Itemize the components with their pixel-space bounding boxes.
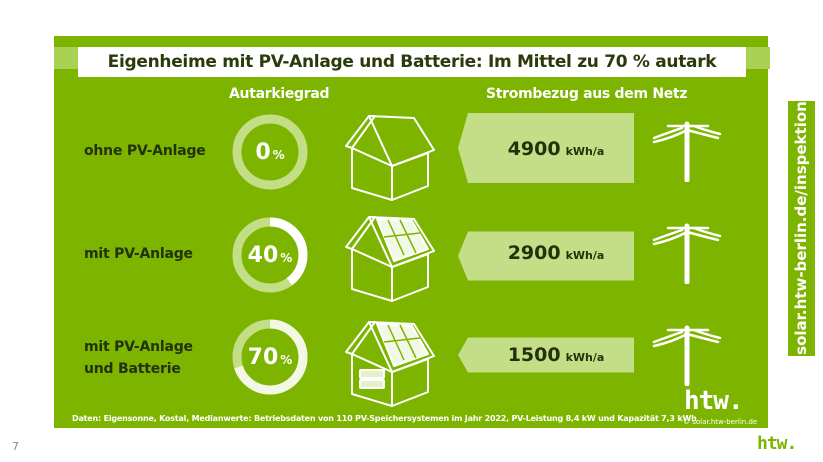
- power-pole-icon: [652, 223, 722, 284]
- row-label-pv: mit PV-Anlage: [84, 246, 193, 262]
- ribbon-fold-right: [746, 47, 770, 69]
- house-icon: [342, 108, 436, 202]
- power-pole-icon: [652, 325, 722, 386]
- title-ribbon: Eigenheime mit PV-Anlage und Batterie: I…: [78, 47, 746, 77]
- autarky-ring-40: 40%: [232, 217, 308, 293]
- data-source-footnote: Daten: Eigensonne, Kostal, Medianwerte: …: [72, 414, 697, 423]
- side-url-bar: [788, 101, 815, 356]
- row-label-no-pv: ohne PV-Anlage: [84, 143, 206, 159]
- ribbon-fold-left: [54, 47, 78, 69]
- header-autarky: Autarkiegrad: [229, 86, 330, 102]
- house-solar-icon: [342, 209, 436, 303]
- side-url[interactable]: solar.htw-berlin.de/inspektion: [792, 101, 810, 355]
- copyright: © solar.htw-berlin.de: [683, 418, 758, 426]
- grid-value-0: 4900 kWh/a: [507, 138, 605, 160]
- header-grid: Strombezug aus dem Netz: [486, 86, 688, 102]
- row-label-pv-battery: mit PV-Anlage und Batterie: [84, 339, 193, 377]
- grid-arrow-0: [458, 113, 634, 183]
- house-solar-battery-icon: [342, 314, 436, 408]
- page-title: Eigenheime mit PV-Anlage und Batterie: I…: [107, 52, 717, 72]
- footer-htw-logo: htw.: [757, 433, 797, 454]
- grid-arrow-2: [458, 337, 634, 373]
- grid-value-1: 2900 kWh/a: [507, 242, 605, 264]
- grid-value-2: 1500 kWh/a: [507, 344, 605, 366]
- autarky-ring-0: 0%: [232, 114, 308, 190]
- grid-arrow-1: [458, 231, 634, 281]
- page-number: 7: [12, 440, 19, 453]
- autarky-ring-70: 70%: [232, 319, 308, 395]
- power-pole-icon: [652, 121, 722, 182]
- htw-logo: htw.: [684, 386, 744, 416]
